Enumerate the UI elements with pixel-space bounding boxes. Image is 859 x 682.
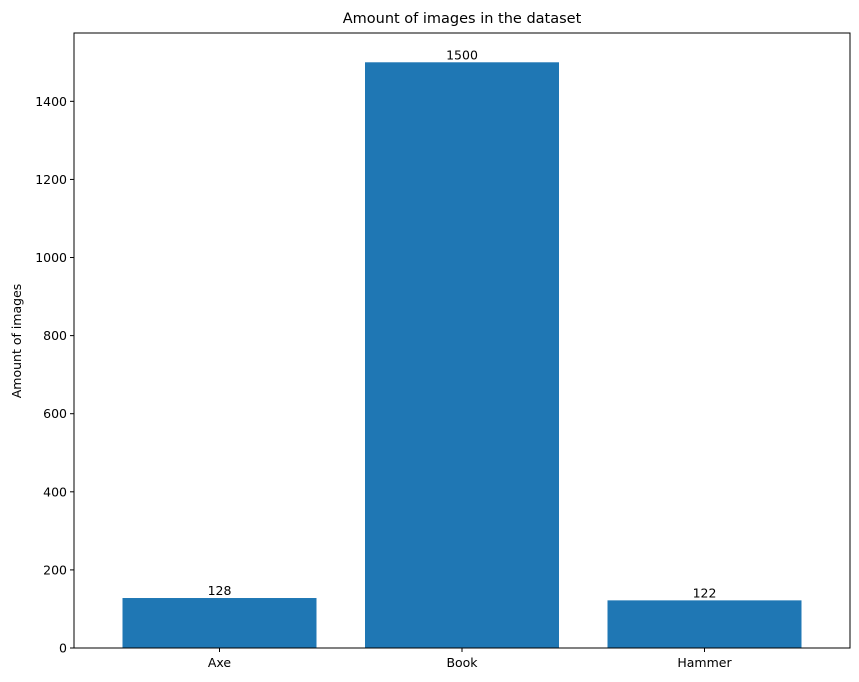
y-tick-label-0: 0 [59, 641, 67, 656]
bar-axe [122, 598, 317, 648]
y-axis-label: Amount of images [9, 284, 24, 399]
y-tick-label-1200: 1200 [35, 172, 67, 187]
x-tick-label-axe: Axe [208, 655, 232, 670]
y-tick-label-800: 800 [43, 328, 67, 343]
data-label-axe: 128 [208, 583, 232, 598]
axes-frame [73, 32, 851, 649]
y-tick-label-200: 200 [43, 562, 67, 577]
y-tick-label-1000: 1000 [35, 250, 67, 265]
chart-title: Amount of images in the dataset [343, 11, 582, 27]
x-tick-label-book: Book [446, 655, 478, 670]
y-tick-label-600: 600 [43, 406, 67, 421]
x-tick-label-hammer: Hammer [677, 655, 732, 670]
plot-area: 128 Axe 1500 Book 122 Hammer 0 200 400 600 800 1000… [35, 32, 851, 670]
bar-book [365, 62, 559, 649]
data-label-hammer: 122 [693, 585, 717, 600]
bar-hammer [607, 600, 802, 648]
y-tick-label-1400: 1400 [35, 94, 67, 109]
y-tick-label-400: 400 [43, 484, 67, 499]
data-label-book: 1500 [446, 47, 478, 62]
